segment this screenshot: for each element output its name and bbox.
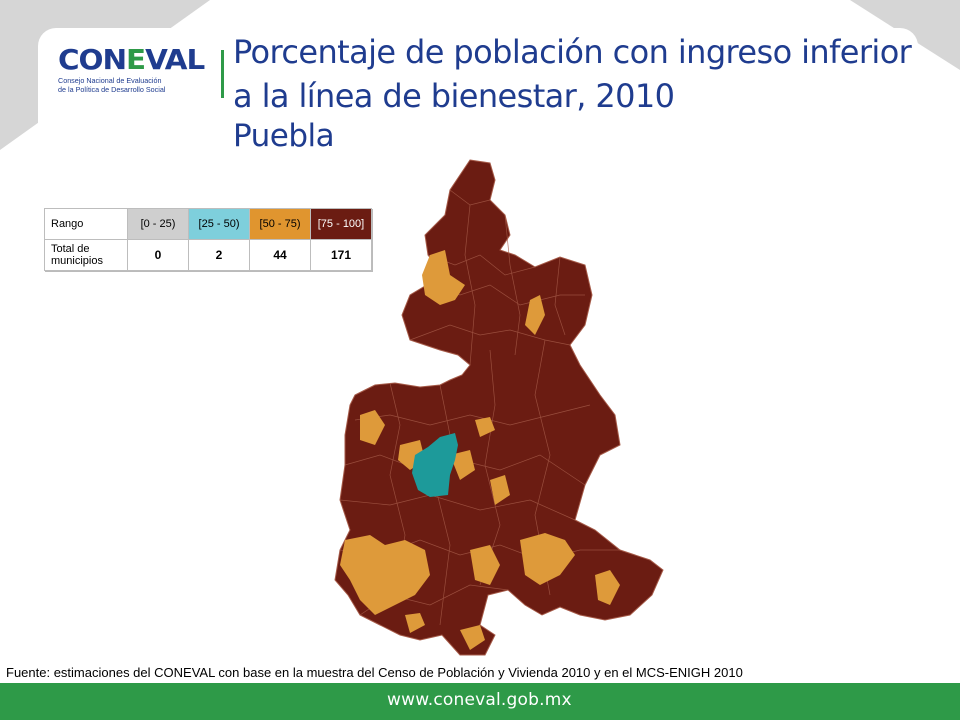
- municipal-border-line: [479, 349, 501, 586]
- municipal-border-line: [339, 494, 576, 521]
- legend-range-label: Rango: [44, 208, 128, 240]
- map-region-medium: [490, 475, 510, 505]
- page-subtitle: Puebla: [233, 118, 335, 154]
- map-region-medium: [360, 410, 385, 445]
- municipal-border-line: [354, 404, 591, 426]
- coneval-logo: CONEVAL Consejo Nacional de Evaluación d…: [58, 44, 208, 106]
- source-note: Fuente: estimaciones del CONEVAL con bas…: [6, 665, 743, 680]
- map-region-low: [412, 433, 458, 497]
- map-region-medium: [520, 533, 575, 585]
- logo-wordmark: CONEVAL: [58, 43, 205, 76]
- legend-range-row: Rango [0 - 25) [25 - 50) [50 - 75) [75 -…: [44, 208, 372, 240]
- legend-count-0: 0: [127, 239, 189, 271]
- title-accent-bar: [221, 50, 224, 98]
- legend-table: Rango [0 - 25) [25 - 50) [50 - 75) [75 -…: [44, 208, 372, 271]
- map-region-medium: [470, 545, 500, 585]
- map-state-shape: [334, 159, 664, 656]
- legend-range-3: [75 - 100]: [310, 208, 372, 240]
- map-region-medium: [450, 450, 475, 480]
- puebla-municipal-map: [334, 159, 664, 656]
- map-region-medium: [340, 535, 430, 615]
- legend-count-3: 171: [310, 239, 372, 271]
- municipal-border-line: [504, 214, 521, 356]
- municipal-border-line: [554, 256, 566, 336]
- legend-count-1: 2: [188, 239, 250, 271]
- map-region-medium: [460, 625, 485, 650]
- legend-range-0: [0 - 25): [127, 208, 189, 240]
- page-title: Porcentaje de población con ingreso infe…: [233, 33, 912, 115]
- map-regions-medium: [340, 250, 620, 650]
- footer-bar: [0, 683, 960, 720]
- map-region-medium: [595, 570, 620, 605]
- map-region-medium: [475, 417, 495, 437]
- map-region-medium: [405, 613, 425, 633]
- legend-count-row: Total de municipios 0 2 44 171: [44, 239, 372, 271]
- map-region-medium: [525, 295, 545, 335]
- legend-count-label: Total de municipios: [44, 239, 128, 271]
- municipal-border-line: [464, 204, 476, 366]
- legend-count-2: 44: [249, 239, 311, 271]
- municipal-border-line: [409, 324, 571, 346]
- footer-url-link[interactable]: www.coneval.gob.mx: [387, 690, 572, 710]
- legend-range-2: [50 - 75): [249, 208, 311, 240]
- logo-line-2: de la Política de Desarrollo Social: [58, 85, 166, 94]
- map-region-medium: [422, 250, 465, 305]
- legend-range-1: [25 - 50): [188, 208, 250, 240]
- logo-line-1: Consejo Nacional de Evaluación: [58, 76, 162, 85]
